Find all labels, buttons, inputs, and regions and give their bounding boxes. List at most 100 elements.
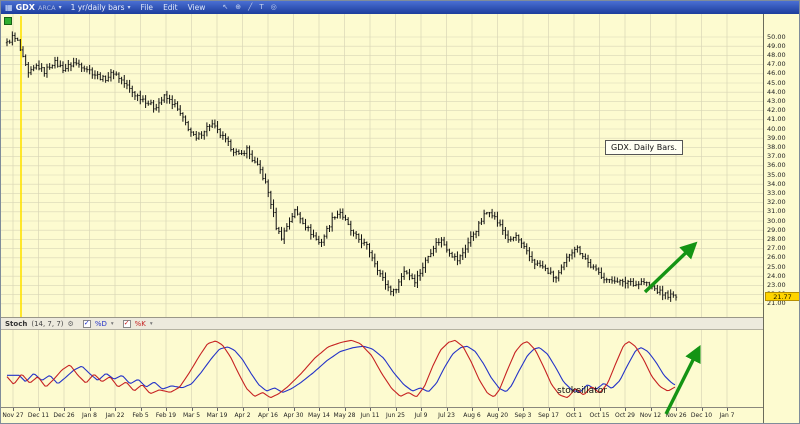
date-tick-mark bbox=[268, 408, 269, 411]
date-tick-label: Dec 11 bbox=[27, 412, 50, 419]
price-tick-label: 39.00 bbox=[767, 133, 786, 142]
price-tick-label: 21.00 bbox=[767, 299, 786, 308]
date-tick-label: Oct 1 bbox=[565, 412, 583, 419]
menu-view[interactable]: View bbox=[187, 3, 206, 12]
date-axis[interactable]: Nov 27 Dec 11 Dec 26 Jan 8 Jan 22 Feb 5 Feb 19… bbox=[1, 407, 763, 423]
date-tick-mark bbox=[242, 408, 244, 411]
indicator-header: Stoch (14, 7, 7) ⚙ ✓ %D ▾ ✓ %K ▾ bbox=[1, 317, 763, 330]
trendline-tool-icon[interactable]: ╱ bbox=[248, 3, 253, 11]
date-tick-label: Jun 25 bbox=[386, 412, 405, 419]
price-tick-label: 47.00 bbox=[767, 60, 786, 69]
chart-toolbar: ↖ ⊕ ╱ T ◎ bbox=[222, 1, 276, 14]
percent-d-label[interactable]: %D bbox=[94, 319, 107, 328]
price-tick-label: 50.00 bbox=[767, 32, 786, 41]
date-tick-label: Mar 19 bbox=[206, 412, 228, 419]
date-tick-label: Nov 26 bbox=[665, 412, 687, 419]
price-tick-label: 24.00 bbox=[767, 271, 786, 280]
date-tick-mark bbox=[89, 408, 91, 411]
date-tick-mark bbox=[599, 408, 601, 411]
date-tick-mark bbox=[191, 408, 193, 411]
date-tick-label: Jul 23 bbox=[438, 412, 455, 419]
date-tick-mark bbox=[13, 408, 14, 411]
date-tick-label: Aug 6 bbox=[463, 412, 481, 419]
date-tick-label: Nov 12 bbox=[639, 412, 662, 419]
price-chart[interactable] bbox=[1, 14, 763, 317]
price-tick-label: 42.00 bbox=[767, 106, 786, 115]
percent-k-label[interactable]: %K bbox=[134, 319, 146, 328]
date-tick-label: May 28 bbox=[333, 412, 356, 419]
price-tick-label: 40.00 bbox=[767, 124, 786, 133]
menu-file[interactable]: File bbox=[140, 3, 154, 12]
crosshair-tool-icon[interactable]: ⊕ bbox=[235, 3, 242, 11]
date-tick-label: Sep 17 bbox=[538, 412, 559, 419]
date-tick-mark bbox=[166, 408, 167, 411]
price-tick-label: 30.00 bbox=[767, 216, 786, 225]
date-tick-label: Nov 27 bbox=[2, 412, 24, 419]
timeframe-dropdown-caret[interactable]: ▾ bbox=[127, 4, 131, 11]
indicator-params[interactable]: (14, 7, 7) bbox=[31, 319, 64, 328]
date-tick-label: Jan 7 bbox=[719, 412, 735, 419]
date-tick-mark bbox=[64, 408, 65, 411]
last-price-tag: 21.77 bbox=[765, 292, 799, 302]
price-tick-label: 41.00 bbox=[767, 115, 786, 124]
price-tick-label: 34.00 bbox=[767, 179, 786, 188]
percent-d-checkbox[interactable]: ✓ bbox=[82, 319, 91, 328]
date-tick-mark bbox=[625, 408, 626, 411]
price-tick-label: 31.00 bbox=[767, 207, 786, 216]
menu-edit[interactable]: Edit bbox=[163, 3, 178, 12]
price-tick-label: 28.00 bbox=[767, 234, 786, 243]
date-tick-mark bbox=[472, 408, 473, 411]
date-tick-label: Jun 11 bbox=[360, 412, 380, 419]
chart-annotation: GDX. Daily Bars. bbox=[605, 140, 684, 155]
price-tick-label: 43.00 bbox=[767, 96, 786, 105]
price-tick-label: 23.00 bbox=[767, 280, 786, 289]
date-tick-label: Aug 20 bbox=[486, 412, 509, 419]
link-indicator-icon[interactable] bbox=[4, 17, 12, 25]
date-tick-label: Jul 9 bbox=[414, 412, 428, 419]
date-tick-mark bbox=[650, 408, 652, 411]
zoom-tool-icon[interactable]: ◎ bbox=[270, 3, 277, 11]
date-tick-label: Apr 30 bbox=[283, 412, 304, 419]
date-tick-label: Apr 16 bbox=[258, 412, 278, 419]
price-tick-label: 27.00 bbox=[767, 244, 786, 253]
date-tick-mark bbox=[497, 408, 499, 411]
date-tick-mark bbox=[727, 408, 728, 411]
price-tick-label: 37.00 bbox=[767, 152, 786, 161]
percent-d-caret[interactable]: ▾ bbox=[110, 320, 114, 327]
indicator-settings-icon[interactable]: ⚙ bbox=[67, 319, 74, 328]
date-tick-mark bbox=[574, 408, 575, 411]
text-tool-icon[interactable]: T bbox=[259, 3, 264, 11]
date-tick-label: Sep 3 bbox=[514, 412, 532, 419]
percent-k-checkbox[interactable]: ✓ bbox=[122, 319, 131, 328]
price-tick-label: 32.00 bbox=[767, 198, 786, 207]
symbol-dropdown-caret[interactable]: ▾ bbox=[58, 4, 62, 11]
date-tick-label: Dec 10 bbox=[690, 412, 713, 419]
timeframe-label[interactable]: 1 yr/daily bars bbox=[70, 3, 125, 12]
price-tick-label: 26.00 bbox=[767, 253, 786, 262]
price-tick-label: 29.00 bbox=[767, 225, 786, 234]
stochastic-chart[interactable] bbox=[1, 330, 763, 407]
check-icon: ✓ bbox=[83, 319, 90, 327]
price-tick-label: 36.00 bbox=[767, 161, 786, 170]
date-tick-mark bbox=[370, 408, 371, 411]
stokeillator-annotation: stokeillator bbox=[557, 386, 607, 396]
price-tick-label: 49.00 bbox=[767, 41, 786, 50]
price-axis[interactable]: 21.77 50.00 49.00 48.00 47.00 46.00 45.00 44.0… bbox=[763, 14, 799, 423]
pointer-tool-icon[interactable]: ↖ bbox=[222, 3, 229, 11]
price-tick-label: 35.00 bbox=[767, 170, 786, 179]
date-tick-mark bbox=[115, 408, 116, 411]
indicator-name[interactable]: Stoch bbox=[5, 319, 28, 328]
date-tick-label: Jan 22 bbox=[105, 412, 125, 419]
price-tick-label: 38.00 bbox=[767, 142, 786, 151]
date-tick-label: Mar 5 bbox=[182, 412, 201, 419]
check-icon: ✓ bbox=[123, 319, 130, 327]
date-tick-mark bbox=[217, 408, 218, 411]
chart-annotation-text: GDX. Daily Bars. bbox=[611, 143, 678, 152]
titlebar: ▦ GDX ARCA ▾ 1 yr/daily bars ▾ File Edit… bbox=[1, 1, 799, 14]
percent-k-caret[interactable]: ▾ bbox=[149, 320, 153, 327]
date-tick-mark bbox=[344, 408, 346, 411]
price-tick-label: 25.00 bbox=[767, 262, 786, 271]
symbol-label[interactable]: GDX bbox=[15, 3, 35, 12]
date-tick-mark bbox=[446, 408, 448, 411]
